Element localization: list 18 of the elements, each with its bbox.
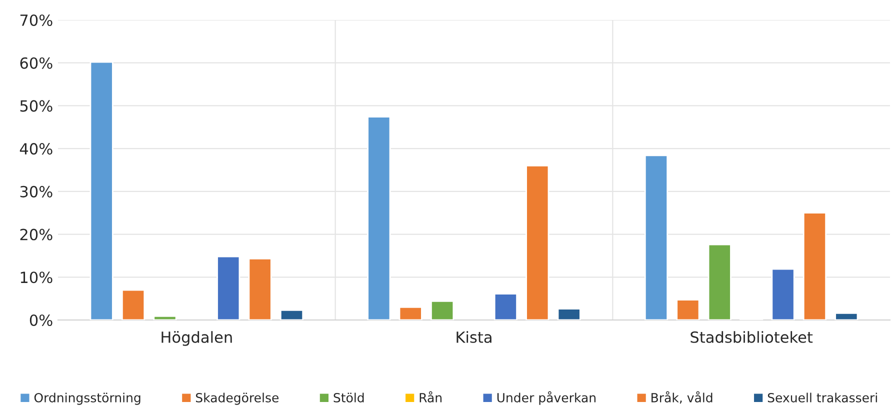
x-tick-label: Stadsbiblioteket xyxy=(690,331,813,343)
legend-label: Under påverkan xyxy=(497,391,596,405)
y-tick-label: 60% xyxy=(20,57,52,69)
y-tick-label: 40% xyxy=(20,143,52,155)
legend-label: Stöld xyxy=(334,392,364,402)
legend-label: Rån xyxy=(420,391,442,402)
y-tick-label: 0% xyxy=(30,314,52,326)
y-tick-label: 10% xyxy=(20,272,52,284)
y-tick-label: 70% xyxy=(20,14,52,26)
x-tick-label: Kista xyxy=(456,331,492,343)
legend-label: Ordningsstörning xyxy=(34,392,140,405)
x-tick-label: Högdalen xyxy=(162,331,232,346)
y-tick-label: 30% xyxy=(20,186,52,198)
y-tick-label: 50% xyxy=(20,100,52,112)
y-tick-label: 20% xyxy=(20,228,52,240)
legend-label: Sexuell trakasseri xyxy=(768,392,877,402)
legend-label: Bråk, våld xyxy=(652,391,712,404)
legend-label: Skadegörelse xyxy=(196,392,279,405)
